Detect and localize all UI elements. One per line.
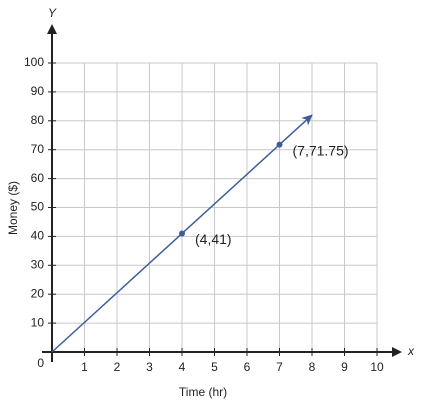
y-axis-title: Money ($) (6, 181, 20, 235)
x-tick-label: 3 (146, 360, 153, 374)
y-tick-label: 10 (31, 315, 45, 329)
x-tick-label: 8 (309, 360, 316, 374)
x-tick-label: 1 (81, 360, 88, 374)
y-tick-label: 90 (31, 84, 45, 98)
x-tick-label: 7 (276, 360, 283, 374)
x-tick-label: 10 (370, 360, 384, 374)
x-axis-title: Time (hr) (179, 385, 227, 399)
y-axis-name: Y (48, 6, 57, 20)
data-point (179, 230, 185, 237)
x-tick-label: 2 (114, 360, 121, 374)
y-tick-label: 50 (31, 200, 45, 214)
y-tick-label: 20 (31, 286, 45, 300)
origin-label: 0 (37, 356, 44, 370)
data-label: (4,41) (195, 231, 232, 247)
y-tick-label: 40 (31, 229, 45, 243)
y-tick-label: 30 (31, 257, 45, 271)
x-axis-name: x (407, 344, 415, 358)
y-tick-label: 80 (31, 113, 45, 127)
x-tick-label: 4 (179, 360, 186, 374)
x-tick-label: 5 (211, 360, 218, 374)
y-tick-label: 100 (24, 55, 44, 69)
x-tick-label: 6 (244, 360, 251, 374)
x-tick-label: 9 (341, 360, 348, 374)
data-point (276, 141, 283, 148)
y-tick-label: 70 (31, 142, 45, 156)
data-label: (7,71.75) (293, 142, 349, 158)
y-tick-label: 60 (31, 171, 45, 185)
